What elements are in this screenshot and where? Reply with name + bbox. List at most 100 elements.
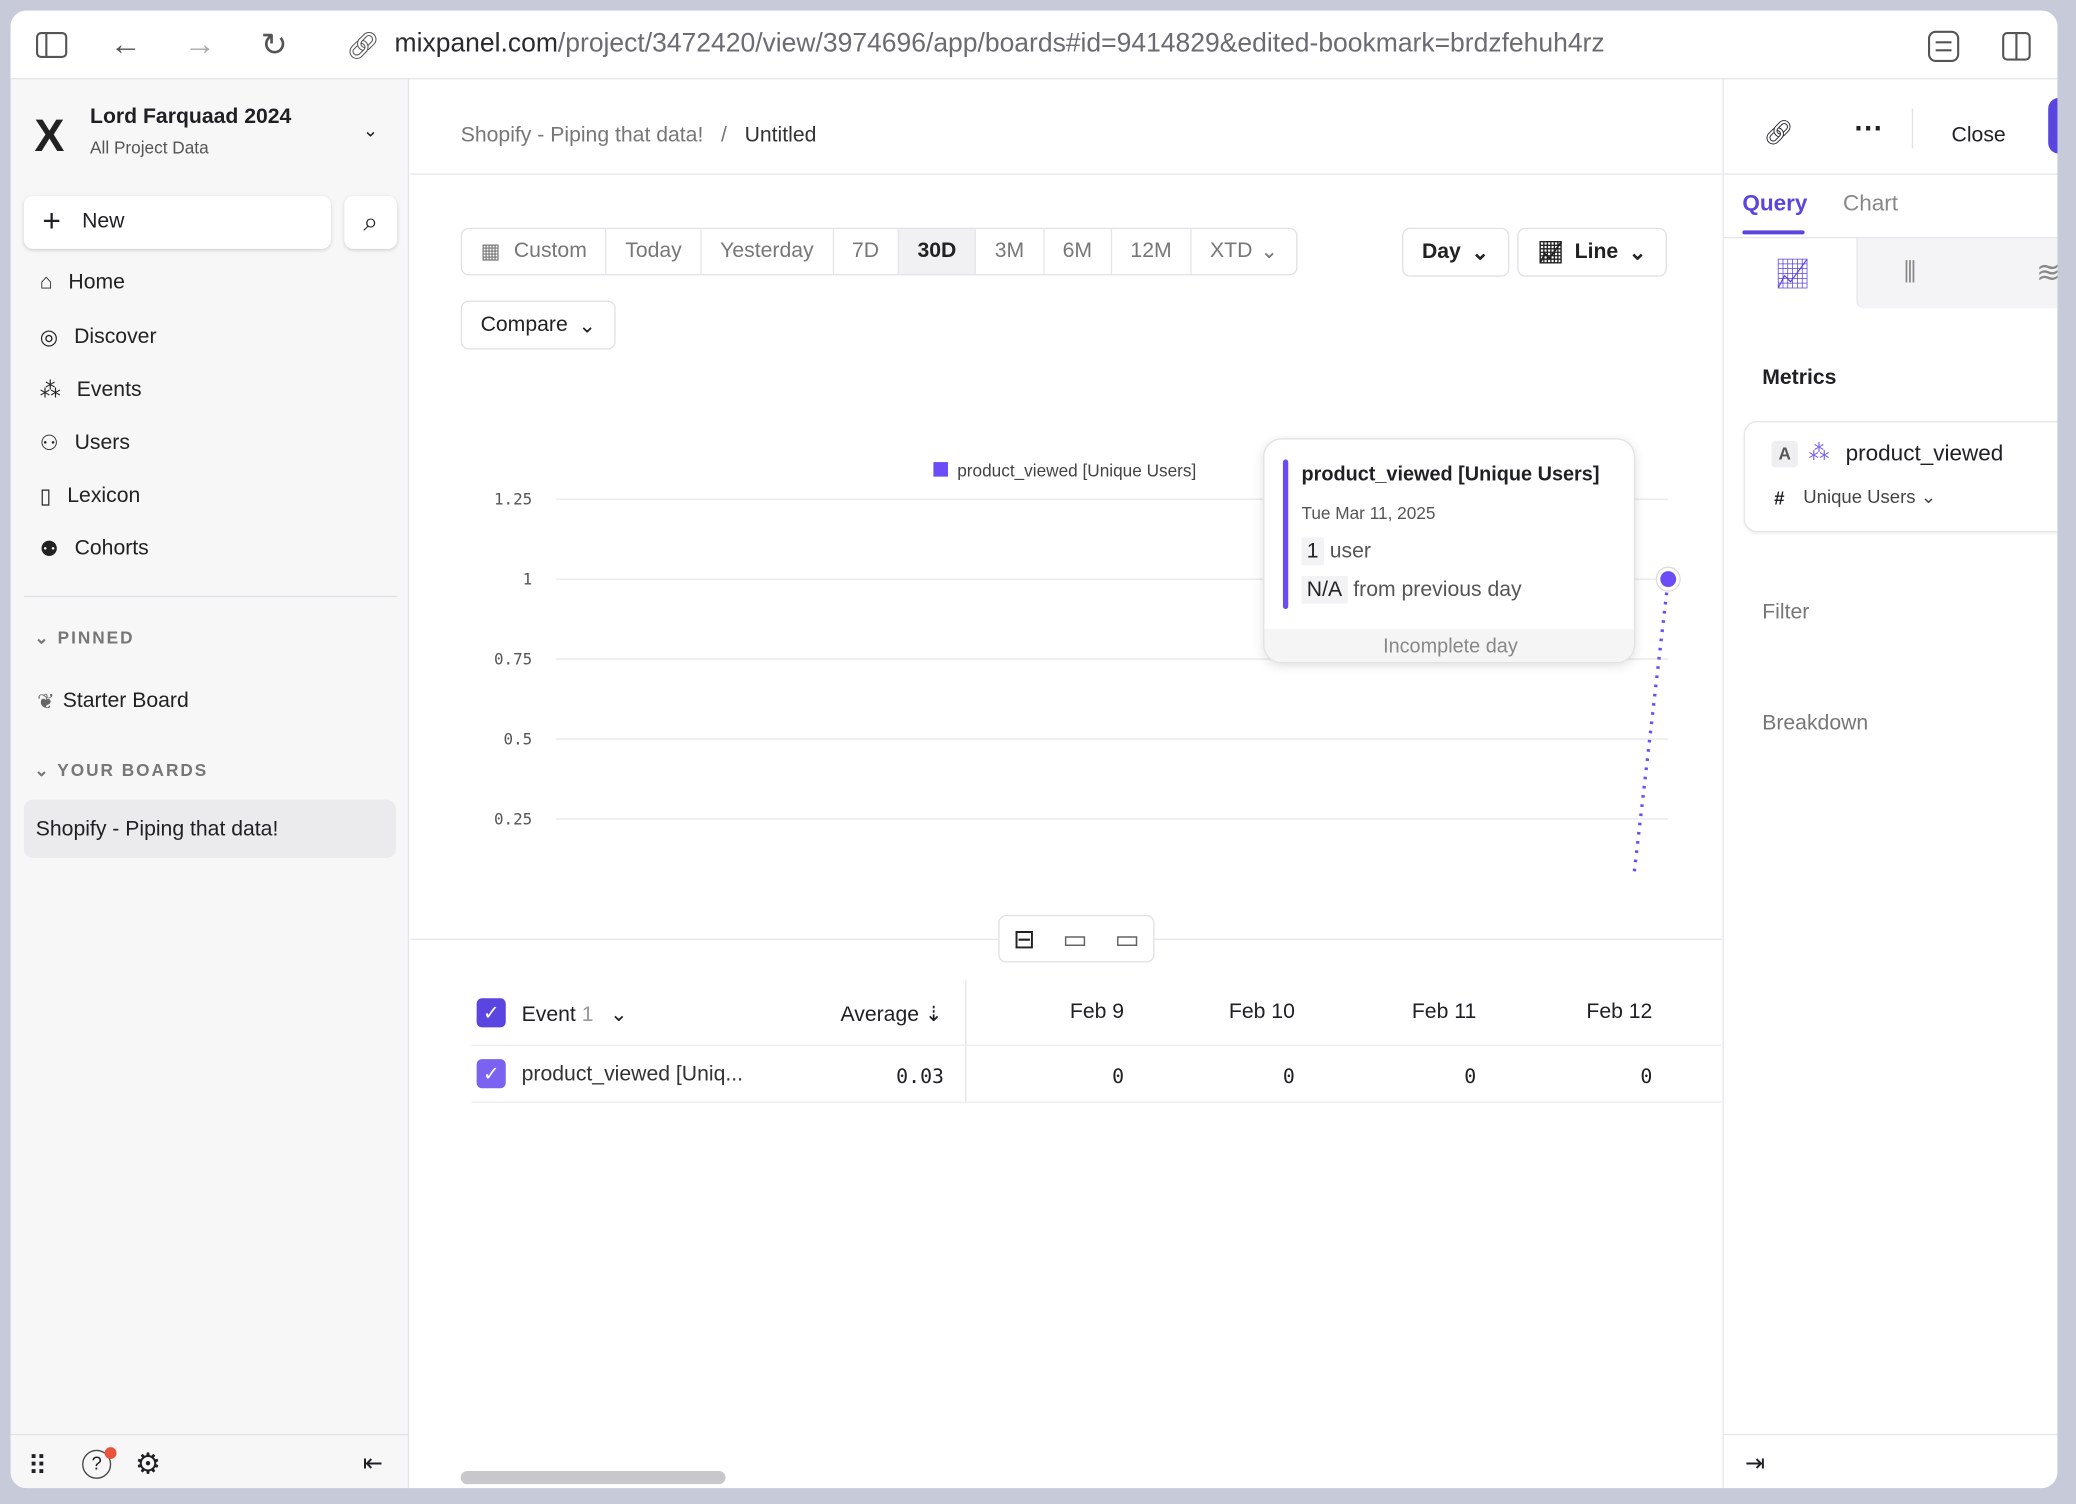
tooltip-footer: Incomplete day [1264, 628, 1634, 662]
insights-report-icon[interactable]: 📈︎ [1774, 256, 1812, 290]
compass-icon: ◎ [39, 327, 59, 350]
range-30d[interactable]: 30D [898, 229, 977, 275]
chart-only-layout-icon[interactable]: ▭ [1062, 924, 1088, 954]
interval-dropdown[interactable]: Day ⌄ [1402, 227, 1510, 277]
split-view-icon[interactable] [1999, 29, 2033, 63]
new-label: New [82, 210, 125, 234]
sidebar-item-label: Events [76, 378, 142, 402]
table-only-layout-icon[interactable]: ▭ [1114, 924, 1140, 954]
sidebar-item-cohorts[interactable]: ⚉ Cohorts [40, 536, 149, 562]
range-custom[interactable]: ▦ Custom [462, 229, 607, 275]
tooltip-title: product_viewed [Unique Users] [1301, 463, 1600, 486]
metric-event-name[interactable]: product_viewed [1845, 440, 2004, 467]
range-yesterday[interactable]: Yesterday [702, 229, 834, 275]
sidebar-item-discover[interactable]: ◎ Discover [40, 324, 157, 350]
more-options-icon[interactable]: ⋯ [1853, 111, 1883, 145]
users-icon: ⚇ [39, 432, 59, 456]
new-button[interactable]: + New [23, 195, 331, 249]
save-button[interactable] [2048, 97, 2058, 154]
divider [471, 1044, 1722, 1046]
date-column-header: Feb 10 [1228, 1000, 1295, 1024]
help-icon[interactable]: ? [82, 1449, 112, 1479]
row-checkbox[interactable]: ✓ [476, 1059, 506, 1089]
copy-link-icon[interactable]: 🔗︎ [1763, 119, 1794, 146]
reload-icon[interactable]: ↻ [260, 27, 288, 63]
metric-card[interactable]: A ⁂ product_viewed # Unique Users ⌄ [1743, 421, 2058, 533]
report-type-tabs [1856, 238, 2058, 309]
close-button[interactable]: Close [1951, 124, 2006, 147]
gear-icon[interactable]: ⚙ [135, 1447, 162, 1481]
breadcrumb-parent[interactable]: Shopify - Piping that data! [460, 124, 704, 147]
split-layout-icon[interactable]: ⊟ [1013, 924, 1036, 954]
tooltip-date: Tue Mar 11, 2025 [1301, 503, 1436, 523]
layout-toggle: ⊟ ▭ ▭ [998, 914, 1155, 963]
range-today[interactable]: Today [607, 229, 702, 275]
measure-icon: # [1774, 487, 1785, 509]
sidebar-item-lexicon[interactable]: ▯ Lexicon [40, 483, 141, 509]
chart-type-dropdown[interactable]: 📈︎ Line ⌄ [1517, 227, 1667, 277]
y-tick-label: 0.75 [494, 649, 532, 668]
sidebar-item-label: Home [68, 271, 125, 294]
sidebar-toggle-icon[interactable] [34, 29, 68, 61]
date-column-header: Feb 9 [1069, 1000, 1125, 1024]
address-bar[interactable]: mixpanel.com/project/3472420/view/397469… [394, 29, 1605, 59]
line-chart: product_viewed [Unique Users]00.250.50.7… [494, 461, 1681, 874]
y-tick-label: 0.25 [494, 809, 532, 828]
project-name[interactable]: Lord Farquaad 2024 [90, 105, 292, 129]
metric-letter-badge: A [1771, 440, 1798, 468]
search-icon: ⌕ [363, 207, 379, 237]
funnels-report-icon[interactable]: ⫴ [1903, 255, 1917, 289]
average-column-header[interactable]: Average ⇣ [840, 1003, 943, 1027]
chevron-down-icon[interactable]: ⌄ [362, 119, 379, 141]
pinned-item-label: Starter Board [62, 689, 189, 713]
chevron-down-icon: ⌄ [578, 314, 597, 337]
collapse-panel-icon[interactable]: ⇥ [1745, 1449, 1765, 1477]
range-7d[interactable]: 7D [833, 229, 899, 275]
range-xtd[interactable]: XTD ⌄ [1210, 239, 1279, 264]
legend-label[interactable]: product_viewed [Unique Users] [957, 461, 1196, 481]
range-12m[interactable]: 12M [1112, 229, 1192, 275]
search-button[interactable]: ⌕ [344, 195, 398, 249]
pinned-item-starter-board[interactable]: ❦ Starter Board [37, 688, 189, 714]
select-all-checkbox[interactable]: ✓ [476, 998, 506, 1028]
date-range-selector: ▦ Custom Today Yesterday 7D 30D 3M 6M 12M… [460, 227, 1298, 276]
row-average: 0.03 [896, 1064, 944, 1089]
report-title[interactable]: Untitled [744, 124, 817, 147]
sidebar-item-events[interactable]: ⁂ Events [40, 377, 142, 403]
flows-report-icon[interactable]: ≋ [2036, 256, 2057, 290]
apps-grid-icon[interactable]: ⠿ [27, 1452, 48, 1482]
row-event-name[interactable]: product_viewed [Uniq... [521, 1063, 744, 1086]
sidebar-item-users[interactable]: ⚇ Users [40, 430, 130, 456]
sidebar-item-home[interactable]: ⌂ Home [40, 271, 125, 295]
tab-query[interactable]: Query [1742, 190, 1808, 216]
tooltip-value: 1 [1301, 537, 1324, 566]
pinned-section-header[interactable]: ⌄ PINNED [34, 627, 135, 648]
horizontal-scrollbar[interactable] [460, 1470, 726, 1485]
collapse-sidebar-icon[interactable]: ⇤ [362, 1449, 383, 1477]
project-scope: All Project Data [90, 137, 209, 158]
breakdown-section[interactable]: Breakdown [1762, 712, 1869, 735]
measure-dropdown[interactable]: Unique Users ⌄ [1803, 485, 1937, 508]
main-content: Shopify - Piping that data! / Untitled 🔗… [410, 79, 2058, 1488]
range-6m[interactable]: 6M [1044, 229, 1112, 275]
tab-chart[interactable]: Chart [1842, 190, 1899, 216]
series-color-bar [1282, 459, 1289, 610]
sort-icon[interactable]: ⇣ [924, 1003, 943, 1027]
tooltip-change: N/A [1301, 575, 1348, 604]
board-item-shopify[interactable]: Shopify - Piping that data! [23, 799, 396, 858]
event-column-header[interactable]: Event 1 ⌄ [521, 1003, 628, 1027]
settings-sliders-icon[interactable] [1926, 29, 1960, 63]
back-icon[interactable]: ← [109, 26, 142, 63]
header [410, 79, 2058, 175]
compare-dropdown[interactable]: Compare ⌄ [460, 300, 616, 350]
y-tick-label: 1.25 [494, 489, 532, 508]
your-boards-section-header[interactable]: ⌄ YOUR BOARDS [34, 759, 209, 780]
range-3m[interactable]: 3M [976, 229, 1045, 275]
data-point[interactable] [1660, 571, 1677, 588]
chevron-down-icon: ⌄ [1628, 241, 1647, 265]
filter-section[interactable]: Filter [1762, 601, 1810, 624]
forward-icon[interactable]: → [184, 26, 216, 63]
incomplete-segment [1632, 578, 1670, 874]
chart-tooltip: product_viewed [Unique Users] Tue Mar 11… [1263, 438, 1636, 664]
divider [10, 1433, 410, 1436]
